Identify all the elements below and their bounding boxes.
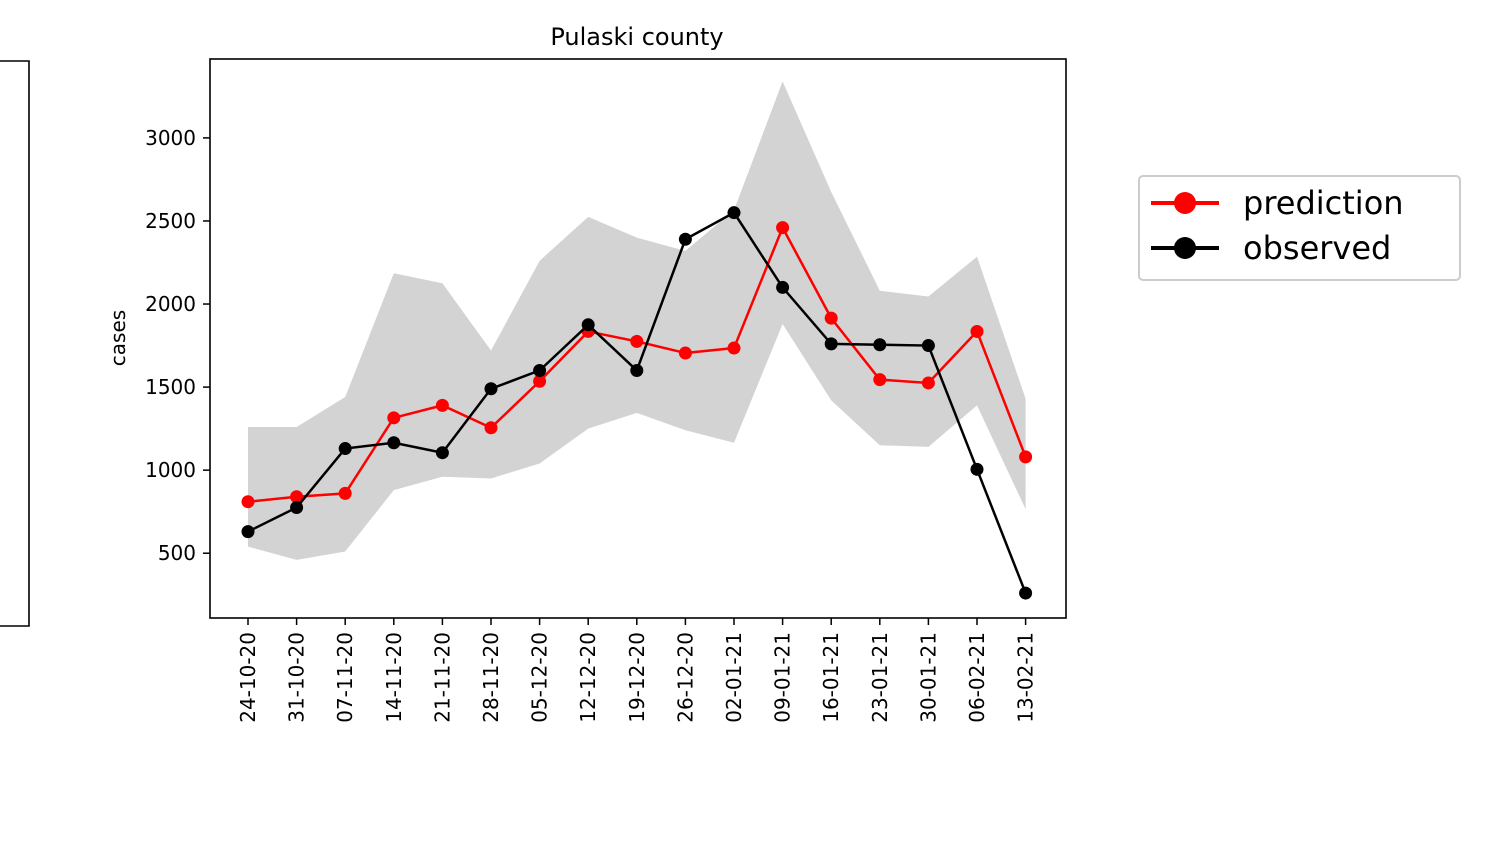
x-tick-label: 14-11-20 — [382, 632, 406, 723]
x-tick-label: 05-12-20 — [528, 632, 552, 723]
neighbor-plot-frame — [0, 60, 30, 627]
observed-point — [435, 446, 449, 460]
x-tick-label: 06-02-21 — [965, 632, 989, 723]
prediction-point — [776, 221, 790, 235]
confidence-band-layer — [248, 81, 1026, 560]
y-tick-label: 1000 — [145, 458, 196, 482]
observed-point — [581, 318, 595, 332]
x-tick-label: 13-02-21 — [1014, 632, 1038, 723]
prediction-point — [533, 374, 547, 388]
x-tick-label: 19-12-20 — [625, 632, 649, 723]
legend-observed-label: observed — [1243, 229, 1391, 267]
observed-point — [1019, 586, 1033, 600]
x-tick-label: 31-10-20 — [285, 632, 309, 723]
plot-frame — [209, 58, 1067, 619]
prediction-point — [727, 341, 741, 355]
legend-observed-marker — [1174, 237, 1196, 259]
x-tick-label: 26-12-20 — [673, 632, 697, 723]
x-tick-label: 09-01-21 — [771, 632, 795, 723]
prediction-point — [387, 411, 401, 425]
observed-point — [921, 339, 935, 353]
prediction-point — [1019, 450, 1033, 464]
prediction-point — [338, 486, 352, 500]
prediction-point — [241, 495, 255, 509]
observed-point — [290, 501, 304, 515]
observed-point — [970, 462, 984, 476]
prediction-point — [484, 421, 498, 435]
prediction-point — [970, 324, 984, 338]
prediction-point — [921, 376, 935, 390]
observed-point — [678, 232, 692, 246]
prediction-point — [435, 398, 449, 412]
prediction-point — [824, 311, 838, 325]
observed-point — [338, 442, 352, 456]
observed-point — [873, 338, 887, 352]
legend: prediction observed — [1138, 175, 1461, 281]
prediction-point — [630, 334, 644, 348]
x-tick-label: 12-12-20 — [576, 632, 600, 723]
observed-point — [630, 363, 644, 377]
prediction-point — [678, 346, 692, 360]
y-tick-label: 2000 — [145, 292, 196, 316]
x-tick-label: 24-10-20 — [236, 632, 260, 723]
observed-point — [533, 363, 547, 377]
x-tick-label: 16-01-21 — [819, 632, 843, 723]
prediction-point — [873, 373, 887, 387]
x-tick-label: 30-01-21 — [916, 632, 940, 723]
confidence-band — [248, 81, 1026, 560]
observed-point — [387, 436, 401, 450]
x-tick-label: 28-11-20 — [479, 632, 503, 723]
prediction-point — [290, 490, 304, 504]
y-tick-label: 500 — [158, 541, 196, 565]
x-tick-label: 07-11-20 — [333, 632, 357, 723]
legend-prediction-label: prediction — [1243, 184, 1404, 222]
legend-prediction-marker — [1174, 192, 1196, 214]
observed-point — [484, 382, 498, 396]
observed-point — [727, 206, 741, 220]
x-tick-label: 23-01-21 — [868, 632, 892, 723]
y-tick-label: 2500 — [145, 209, 196, 233]
x-tick-label: 02-01-21 — [722, 632, 746, 723]
observed-point — [776, 280, 790, 294]
chart-title: Pulaski county — [550, 23, 723, 51]
x-axis: 24-10-20 31-10-20 07-11-20 14-11-20 21-11-20… — [236, 618, 1038, 723]
observed-point — [241, 525, 255, 539]
y-tick-label: 1500 — [145, 375, 196, 399]
y-axis: 500 1000 1500 2000 2500 3000 — [145, 126, 210, 565]
legend-box — [1138, 175, 1461, 281]
series-layer — [241, 206, 1033, 600]
y-tick-label: 3000 — [145, 126, 196, 150]
x-tick-label: 21-11-20 — [430, 632, 454, 723]
y-axis-label: cases — [106, 310, 130, 366]
observed-point — [824, 337, 838, 351]
